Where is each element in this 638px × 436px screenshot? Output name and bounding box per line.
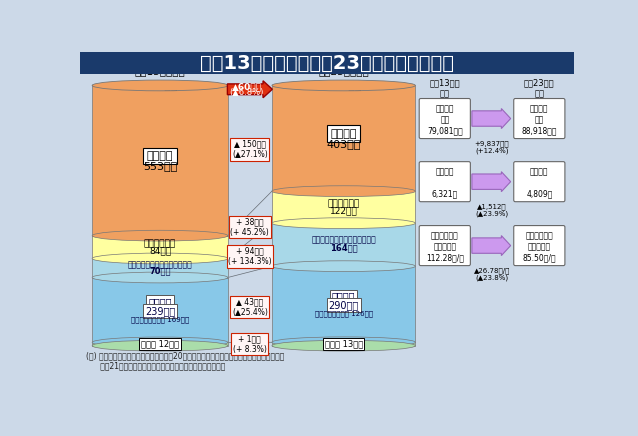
Text: 平成23年度予算: 平成23年度予算 xyxy=(318,66,369,76)
Text: 164億円: 164億円 xyxy=(330,243,357,252)
Ellipse shape xyxy=(272,261,415,272)
Text: 122億円: 122億円 xyxy=(330,207,357,215)
Text: レセプト
件数: レセプト 件数 xyxy=(436,105,454,124)
Bar xyxy=(272,85,415,191)
Text: その他の業務経費 169億円: その他の業務経費 169億円 xyxy=(131,316,189,323)
Text: ▲ 150億円
(▲27.1%): ▲ 150億円 (▲27.1%) xyxy=(232,140,268,159)
Text: (+12.4%): (+12.4%) xyxy=(475,147,508,153)
Text: コンピュータシステム関連経費: コンピュータシステム関連経費 xyxy=(311,235,376,245)
Text: ▲60億円: ▲60億円 xyxy=(232,82,262,92)
Text: + 94億円
(+ 134.3%): + 94億円 (+ 134.3%) xyxy=(228,247,272,266)
Text: 888億円: 888億円 xyxy=(142,80,178,90)
Ellipse shape xyxy=(92,337,228,348)
Bar xyxy=(272,191,415,223)
Text: 79,081万件: 79,081万件 xyxy=(427,126,463,135)
Bar xyxy=(92,236,228,259)
Text: ▲ 43億円
(▲25.4%): ▲ 43億円 (▲25.4%) xyxy=(232,297,268,317)
Text: 290億円: 290億円 xyxy=(329,300,359,310)
Text: ▲26.78円/件: ▲26.78円/件 xyxy=(474,267,510,274)
Text: ▲1,512人: ▲1,512人 xyxy=(477,203,507,210)
Text: 6,321人: 6,321人 xyxy=(432,190,458,198)
Text: 553億円: 553億円 xyxy=(143,161,177,171)
Text: (注) 主任審査委員手当については、平成20年度以前には、給与諸費として計上していたが、
      平成21年度以降には、審査委員会費として計上している。: (注) 主任審査委員手当については、平成20年度以前には、給与諸費として計上して… xyxy=(86,351,285,371)
Text: 職員定員: 職員定員 xyxy=(530,168,549,177)
Text: 平成13年度予算: 平成13年度予算 xyxy=(135,66,185,76)
Text: 業務経費: 業務経費 xyxy=(148,297,172,307)
Text: + 1億円
(+ 8.3%): + 1億円 (+ 8.3%) xyxy=(233,334,267,354)
Text: その他の業務経費 126億円: その他の業務経費 126億円 xyxy=(315,310,373,317)
Bar xyxy=(272,342,415,346)
Ellipse shape xyxy=(92,230,228,241)
FancyArrow shape xyxy=(472,109,510,129)
Text: 職員定員: 職員定員 xyxy=(436,168,454,177)
Text: +9,837万件: +9,837万件 xyxy=(475,140,509,146)
Bar xyxy=(92,342,228,346)
Text: 828億円: 828億円 xyxy=(325,80,362,90)
Text: レセプト
件数: レセプト 件数 xyxy=(530,105,549,124)
Text: (▲6.8%): (▲6.8%) xyxy=(230,88,264,97)
Ellipse shape xyxy=(272,80,415,91)
Text: 審査委員会費: 審査委員会費 xyxy=(327,200,360,208)
Text: 85.50円/件: 85.50円/件 xyxy=(523,253,556,262)
Text: 239億円: 239億円 xyxy=(145,306,175,316)
Bar xyxy=(92,85,228,236)
Bar xyxy=(92,259,228,277)
Text: 全レセプトの
平均手数料: 全レセプトの 平均手数料 xyxy=(526,232,553,251)
Bar xyxy=(92,277,228,342)
Ellipse shape xyxy=(92,253,228,264)
Ellipse shape xyxy=(92,272,228,283)
Text: 4,809人: 4,809人 xyxy=(526,190,553,198)
Text: (▲23.9%): (▲23.9%) xyxy=(475,210,508,217)
FancyArrow shape xyxy=(472,172,510,192)
FancyBboxPatch shape xyxy=(514,99,565,139)
Text: 88,918万件: 88,918万件 xyxy=(522,126,557,135)
FancyArrow shape xyxy=(472,235,510,255)
Bar xyxy=(272,266,415,342)
Text: 平成13年度予算と平成23年度予算との比較: 平成13年度予算と平成23年度予算との比較 xyxy=(200,54,454,73)
Text: (▲23.8%): (▲23.8%) xyxy=(475,274,508,281)
FancyBboxPatch shape xyxy=(514,225,565,266)
Text: 業務経費: 業務経費 xyxy=(332,292,355,302)
Text: 給与諸費: 給与諸費 xyxy=(330,129,357,139)
Text: 平成23年度
予算: 平成23年度 予算 xyxy=(524,78,554,98)
FancyBboxPatch shape xyxy=(419,225,470,266)
Ellipse shape xyxy=(92,80,228,91)
Text: 平成13年度
予算: 平成13年度 予算 xyxy=(429,78,460,98)
FancyBboxPatch shape xyxy=(419,99,470,139)
Ellipse shape xyxy=(272,218,415,228)
Text: 403億円: 403億円 xyxy=(327,139,361,149)
Polygon shape xyxy=(227,81,272,98)
Ellipse shape xyxy=(272,341,415,351)
Bar xyxy=(80,52,574,74)
Ellipse shape xyxy=(272,186,415,197)
Text: コンピュータシステム関連経費: コンピュータシステム関連経費 xyxy=(128,260,192,269)
Text: 給与諸費: 給与諸費 xyxy=(147,151,173,161)
Text: 112.28円/件: 112.28円/件 xyxy=(426,253,464,262)
Ellipse shape xyxy=(92,341,228,351)
Text: 全レセプトの
平均手数料: 全レセプトの 平均手数料 xyxy=(431,232,459,251)
Text: 審査委員会費: 審査委員会費 xyxy=(144,239,176,249)
Bar xyxy=(272,223,415,266)
FancyBboxPatch shape xyxy=(514,162,565,202)
Ellipse shape xyxy=(272,337,415,347)
Text: その他 12億円: その他 12億円 xyxy=(141,340,179,348)
Text: 84億円: 84億円 xyxy=(149,246,171,255)
Text: 70億円: 70億円 xyxy=(149,266,171,276)
FancyBboxPatch shape xyxy=(419,162,470,202)
Text: + 38億円
(+ 45.2%): + 38億円 (+ 45.2%) xyxy=(230,218,269,237)
Text: その他 13億円: その他 13億円 xyxy=(325,340,363,348)
